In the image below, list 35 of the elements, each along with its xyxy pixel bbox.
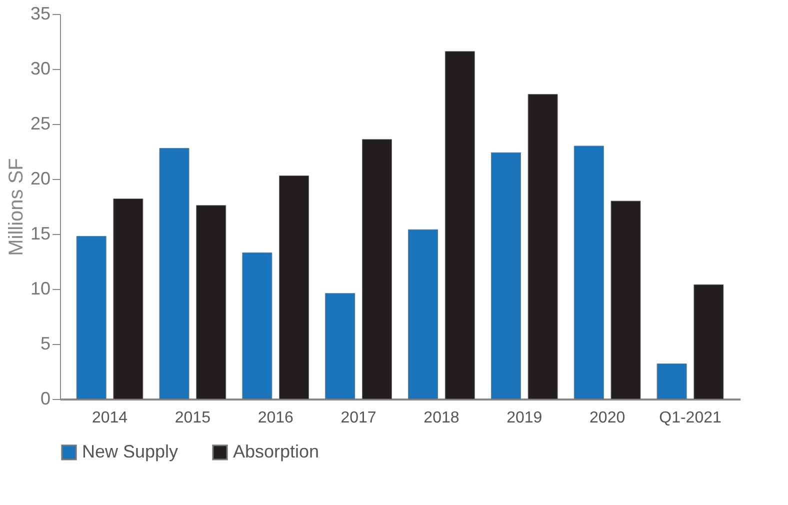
bar [694, 284, 724, 400]
x-tick-label: Q1-2021 [659, 410, 722, 426]
x-tick-label: 2018 [424, 410, 460, 426]
bar [528, 94, 558, 400]
x-tick-label: 2016 [258, 410, 294, 426]
bar [610, 200, 641, 400]
bar [159, 148, 190, 400]
bar [408, 229, 438, 400]
x-tick-label: 2019 [506, 410, 542, 426]
bar [444, 51, 475, 400]
x-tick-label: 2020 [590, 410, 626, 426]
y-tick-label: 10 [30, 278, 50, 298]
bar [325, 293, 356, 400]
legend-label: New Supply [82, 441, 178, 462]
y-tick-label: 15 [30, 224, 50, 244]
y-axis-title: Millions SF [5, 158, 28, 256]
x-tick-label: 2017 [340, 410, 376, 426]
bar [76, 236, 106, 400]
bar [279, 175, 310, 400]
bar [113, 198, 144, 400]
x-tick-label: 2015 [174, 410, 211, 426]
y-tick-label: 5 [40, 334, 50, 354]
y-tick-label: 25 [30, 114, 50, 134]
y-tick-label: 20 [30, 168, 50, 188]
x-tick-label: 2014 [92, 410, 128, 426]
bar [196, 205, 226, 400]
bar [656, 364, 687, 400]
y-tick-label: 30 [30, 58, 50, 78]
y-tick-label: 35 [30, 4, 50, 24]
bar [490, 152, 521, 400]
bar [574, 146, 604, 400]
bar [362, 139, 392, 400]
y-tick-label: 0 [40, 388, 50, 408]
bar [242, 252, 272, 400]
legend-label: Absorption [233, 441, 320, 462]
